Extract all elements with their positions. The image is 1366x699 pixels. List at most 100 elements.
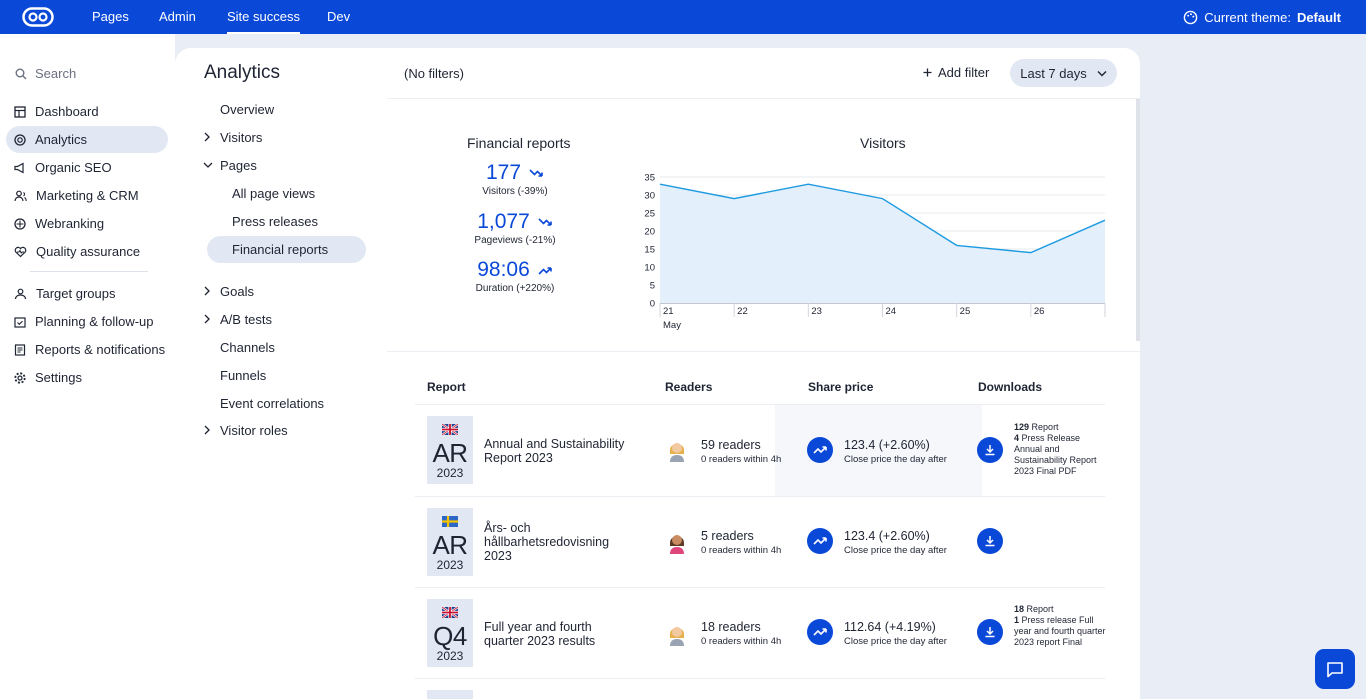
trend-up-icon [813, 536, 827, 546]
report-title[interactable]: Full year and fourth quarter 2023 result… [484, 620, 596, 648]
y-tick-label: 35 [644, 173, 655, 184]
kpi-pageviews: 1,077 Pageviews (-21%) [440, 210, 590, 246]
sidebar-item-label: Quality assurance [36, 244, 141, 259]
y-tick-label: 15 [644, 245, 655, 256]
x-tick-label: 26 [1034, 306, 1045, 317]
nav-pages[interactable]: Pages [92, 9, 129, 24]
report-thumbnail[interactable]: AR 2023 [427, 416, 473, 484]
main-content: (No filters) Add filter Last 7 days Fina… [387, 48, 1140, 699]
download-button[interactable] [977, 437, 1003, 463]
subnav-item-all-page-views[interactable]: All page views [232, 180, 315, 207]
trend-up-button[interactable] [807, 619, 833, 645]
nav-dev[interactable]: Dev [327, 9, 351, 24]
download-file: Annual and Sustainability Report 2023 Fi… [1014, 444, 1097, 476]
readers-count: 18 readers [701, 620, 761, 634]
report-code: AR [432, 530, 468, 560]
sidebar-item-settings[interactable]: Settings [6, 364, 168, 391]
download-button[interactable] [977, 528, 1003, 554]
report-code: AR [432, 438, 468, 468]
report-thumbnail[interactable] [427, 690, 473, 699]
chevron-right-icon [203, 286, 211, 296]
share-price: 123.4 (+2.60%) [844, 529, 930, 543]
theme-label: Current theme: [1204, 9, 1291, 25]
download-icon [984, 444, 996, 456]
chevron-right-icon [203, 425, 211, 435]
report-year: 2023 [436, 649, 464, 663]
subnav-item-label: Pages [220, 158, 257, 173]
sidebar-item-label: Reports & notifications [35, 342, 166, 357]
subnav-item-goals[interactable]: Goals [204, 278, 254, 305]
subnav-item-financial-reports[interactable]: Financial reports [207, 236, 366, 263]
subnav-item-visitors[interactable]: Visitors [204, 124, 262, 151]
share-price-sub: Close price the day after [844, 636, 947, 647]
summary-section: Financial reports 177 Visitors (-39%) 1,… [387, 99, 1140, 352]
theme-value: Default [1296, 9, 1341, 25]
sidebar-item-planning[interactable]: Planning & follow-up [6, 308, 168, 335]
report-title[interactable]: Annual and Sustainability Report 2023 [484, 437, 625, 465]
filter-status: (No filters) [404, 66, 464, 81]
kpi-value: 177 [485, 161, 522, 184]
nav-site-success[interactable]: Site success [227, 0, 300, 34]
sidebar-item-reports[interactable]: Reports & notifications [6, 336, 168, 363]
download-label: Press Release [1021, 433, 1081, 443]
y-tick-label: 10 [644, 263, 655, 274]
subnav-item-event-correlations[interactable]: Event correlations [220, 390, 324, 417]
search-input[interactable]: Search [15, 66, 76, 81]
date-range-select[interactable]: Last 7 days [1010, 59, 1117, 87]
sidebar-item-label: Settings [35, 370, 82, 385]
kpi-label: Duration (+220%) [475, 283, 555, 294]
kpi-label: Pageviews (-21%) [474, 235, 556, 246]
subnav-item-funnels[interactable]: Funnels [220, 362, 266, 389]
subnav-item-label: Goals [220, 284, 254, 299]
nav-admin[interactable]: Admin [159, 9, 196, 24]
subnav-item-ab-tests[interactable]: A/B tests [204, 306, 272, 333]
subnav-item-label: Channels [220, 340, 275, 355]
trend-up-icon [813, 445, 827, 455]
kpi-value: 98:06 [477, 258, 530, 281]
reader-avatar-icon [667, 622, 687, 646]
report-year: 2023 [436, 558, 464, 572]
group-icon [14, 288, 27, 300]
add-filter-button[interactable]: Add filter [923, 65, 989, 80]
sidebar-item-webranking[interactable]: Webranking [6, 210, 168, 237]
trend-up-button[interactable] [807, 437, 833, 463]
search-placeholder: Search [35, 66, 77, 81]
download-icon [984, 535, 996, 547]
analytics-icon [14, 133, 26, 146]
sidebar-item-dashboard[interactable]: Dashboard [6, 98, 168, 125]
report-year: 2023 [436, 466, 464, 480]
sidebar-item-organic-seo[interactable]: Organic SEO [6, 154, 168, 181]
logo-icon[interactable] [22, 7, 54, 27]
row-divider [415, 678, 1105, 679]
kpi-visitors: 177 Visitors (-39%) [440, 161, 590, 197]
download-button[interactable] [977, 619, 1003, 645]
subnav-item-visitor-roles[interactable]: Visitor roles [204, 417, 288, 444]
date-range-value: Last 7 days [1020, 65, 1087, 81]
trend-up-button[interactable] [807, 528, 833, 554]
sidebar-item-marketing-crm[interactable]: Marketing & CRM [6, 182, 168, 209]
scrollbar[interactable] [1136, 99, 1140, 341]
subnav-item-pages[interactable]: Pages [203, 152, 257, 179]
report-title[interactable]: Års- och hållbarhetsredovisning 2023 [484, 521, 610, 563]
heart-icon [14, 246, 27, 258]
report-thumbnail[interactable]: Q4 2023 [427, 599, 473, 667]
top-bar: Pages Admin Site success Dev Current the… [0, 0, 1366, 34]
subnav-item-overview[interactable]: Overview [220, 96, 274, 123]
sidebar-item-label: Planning & follow-up [35, 314, 154, 329]
download-label: Press release Full year and fourth quart… [1014, 615, 1106, 647]
trend-up-icon [813, 627, 827, 637]
theme-switcher[interactable]: Current theme: Default [1183, 0, 1341, 34]
sidebar-item-analytics[interactable]: Analytics [6, 126, 168, 153]
subnav-item-press-releases[interactable]: Press releases [232, 208, 318, 235]
subnav-title: Analytics [204, 62, 281, 83]
megaphone-icon [14, 161, 26, 174]
sidebar-item-target-groups[interactable]: Target groups [6, 280, 168, 307]
sidebar-divider [30, 271, 148, 272]
report-thumbnail[interactable]: AR 2023 [427, 508, 473, 576]
chat-button[interactable] [1315, 649, 1355, 689]
sidebar-item-quality-assurance[interactable]: Quality assurance [6, 238, 168, 265]
uk-flag-icon [442, 607, 458, 618]
subnav-item-channels[interactable]: Channels [220, 334, 275, 361]
subnav-item-label: Press releases [232, 214, 318, 229]
trend-down-icon [538, 217, 553, 228]
